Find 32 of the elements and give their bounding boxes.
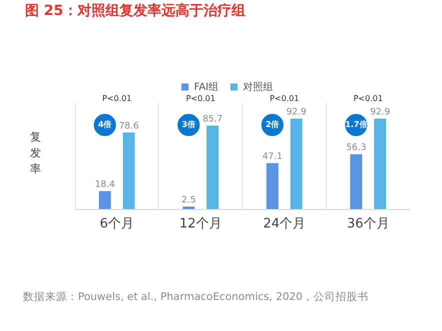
annotation: 1.7倍 xyxy=(345,120,368,129)
bar xyxy=(206,126,219,209)
y-axis-title: 复发率 xyxy=(30,130,41,176)
annotation: 2倍 xyxy=(266,120,280,129)
data-label: 92.9 xyxy=(370,108,390,118)
bar xyxy=(122,132,135,209)
bar xyxy=(98,191,111,209)
data-label: 56.3 xyxy=(346,143,366,154)
bar xyxy=(350,154,362,209)
legend-label: 对照组 xyxy=(243,81,273,93)
data-label: 2.5 xyxy=(181,196,196,206)
annotation: P<0.01 xyxy=(353,94,383,103)
chart-title: 图 25：对照组复发率远高于治疗组 xyxy=(25,2,246,19)
annotation: 3倍 xyxy=(182,120,196,129)
legend-label: FAI组 xyxy=(194,81,219,93)
bar xyxy=(266,163,278,209)
data-label: 18.4 xyxy=(94,180,116,190)
data-label: 92.9 xyxy=(286,108,307,118)
annotation: P<0.01 xyxy=(186,94,216,103)
data-label: 85.7 xyxy=(202,114,223,125)
data-label: 78.6 xyxy=(118,122,140,132)
x-tick-label: 36个月 xyxy=(346,216,390,232)
x-tick-label: 24个月 xyxy=(263,216,306,232)
bar xyxy=(374,118,386,209)
x-tick-label: 12个月 xyxy=(179,216,222,232)
source-note: 数据来源：Pouwels, et al., PharmacoEconomics, 2020，公司招股书 xyxy=(23,290,369,303)
annotation: P<0.01 xyxy=(270,94,300,103)
data-label: 47.1 xyxy=(262,152,282,162)
x-tick-label: 6个月 xyxy=(100,216,134,232)
annotation: P<0.01 xyxy=(102,94,132,103)
annotation: 4倍 xyxy=(98,120,112,129)
bar xyxy=(290,118,302,209)
